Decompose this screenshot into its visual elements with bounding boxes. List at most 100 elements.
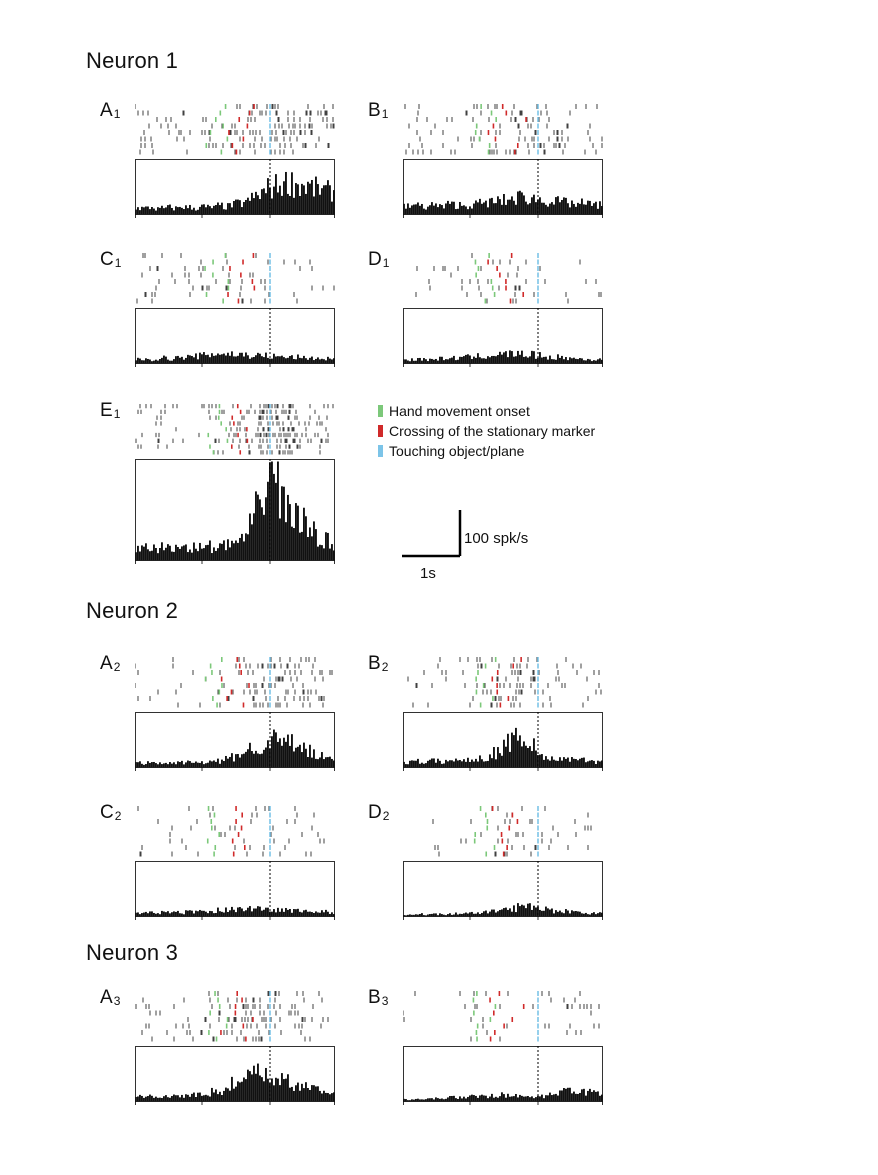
histogram-bar [249,358,251,364]
histogram-bar [511,732,513,768]
histogram-bar [595,360,597,364]
legend: Hand movement onset Crossing of the stat… [378,401,595,461]
histogram-bar [249,906,251,917]
histogram-bar [431,358,433,364]
histogram-bar [189,761,191,768]
histogram-bar [581,198,583,215]
histogram-bar [325,360,327,364]
psth-histogram [403,159,603,218]
histogram-bar [515,204,517,215]
histogram-bar [287,1074,289,1102]
histogram-bar [197,762,199,768]
histogram-bar [137,207,139,215]
histogram-bar [413,204,415,215]
histogram-bar [529,203,531,215]
histogram-bar [441,914,443,917]
psth-histogram [135,712,335,771]
histogram-bar [587,358,589,364]
histogram-bar [493,909,495,917]
histogram-bar [415,760,417,768]
histogram-bar [499,753,501,768]
histogram-bar [207,204,209,215]
histogram-bar [535,358,537,364]
histogram-bar [175,356,177,364]
histogram-bar [565,758,567,768]
histogram-bar [531,1096,533,1102]
histogram-bar [241,207,243,215]
histogram-bar [547,359,549,364]
histogram-bar [301,183,303,215]
psth-histogram [135,459,335,564]
histogram-bar [437,915,439,917]
histogram-bar [273,353,275,364]
histogram-bar [491,758,493,768]
histogram-bar [599,358,601,364]
histogram-bar [333,358,335,364]
histogram-bar [315,1086,317,1102]
histogram-bar [497,747,499,768]
histogram-bar [437,360,439,364]
histogram-bar [251,1074,253,1102]
histogram-bar [159,359,161,364]
histogram-bar [251,192,253,215]
histogram-bar [331,359,333,364]
panel-subscript: 2 [113,660,121,674]
histogram-bar [601,912,603,917]
histogram-bar [261,189,263,215]
histogram-bar [455,912,457,917]
histogram-bar [275,732,277,768]
histogram-bar [495,356,497,364]
histogram-bar [261,507,263,561]
histogram-bar [173,762,175,768]
histogram-bar [517,1097,519,1102]
histogram-bar [469,206,471,215]
histogram-bar [249,200,251,215]
histogram-bar [303,910,305,917]
histogram-bar [549,1092,551,1102]
scale-bar [402,510,462,558]
histogram-bar [511,196,513,215]
histogram-bar [415,1098,417,1102]
spike-raster [135,104,335,155]
histogram-bar [541,202,543,215]
histogram-bar [197,209,199,215]
panel-label: A2 [100,653,120,675]
histogram-bar [403,915,405,917]
histogram-bar [297,908,299,917]
histogram-bar [517,903,519,917]
histogram-bar [183,209,185,215]
histogram-bar [193,357,195,364]
histogram-bar [601,206,603,215]
histogram-bar [319,359,321,364]
histogram-bar [557,1095,559,1102]
histogram-bar [473,203,475,215]
histogram-bar [449,358,451,364]
histogram-bar [467,757,469,768]
histogram-bar [451,1095,453,1102]
histogram-bar [437,758,439,768]
histogram-bar [135,762,137,768]
histogram-bar [205,1094,207,1102]
histogram-bar [239,537,241,561]
histogram-bar [157,764,159,768]
histogram-bar [465,206,467,215]
histogram-bar [285,358,287,364]
histogram-bar [185,544,187,561]
histogram-bar [223,1090,225,1102]
histogram-bar [261,356,263,364]
histogram-bar [481,203,483,215]
histogram-bar [237,1081,239,1102]
histogram-bar [203,548,205,561]
histogram-bar [159,914,161,917]
histogram-bar [203,1095,205,1102]
psth-histogram [135,159,335,218]
histogram-bar [167,359,169,364]
histogram-bar [453,201,455,215]
histogram-bar [243,356,245,364]
histogram-bar [283,737,285,768]
legend-label: Touching object/plane [389,443,525,459]
histogram-bar [185,762,187,768]
histogram-bar [561,912,563,917]
histogram-bar [525,201,527,215]
histogram-bar [217,758,219,768]
